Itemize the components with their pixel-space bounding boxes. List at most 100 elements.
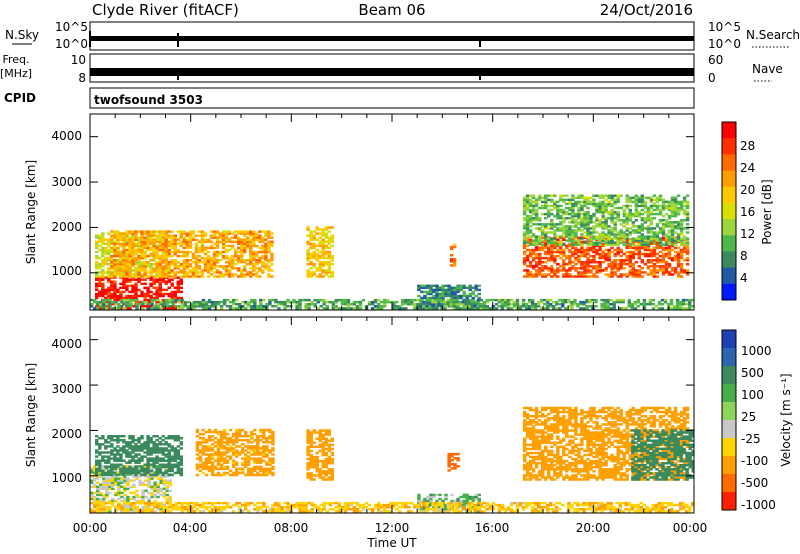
scatter-cell (679, 256, 684, 260)
scatter-cell (589, 271, 593, 274)
scatter-cell (116, 298, 120, 302)
scatter-cell (449, 258, 454, 261)
scatter-cell (525, 233, 530, 236)
scatter-cell (119, 290, 123, 294)
scatter-cell (613, 225, 617, 228)
scatter-cell (670, 206, 675, 210)
scatter-cell (598, 267, 602, 270)
scatter-cell (218, 271, 223, 274)
scatter-cell (604, 239, 608, 242)
scatter-cell (676, 237, 681, 240)
scatter-cell (165, 473, 169, 476)
scatter-cell (538, 252, 542, 256)
scatter-cell (488, 298, 493, 302)
scatter-cell (312, 271, 316, 274)
scatter-cell (670, 214, 675, 218)
scatter-cell (111, 307, 115, 310)
scatter-cell (631, 265, 636, 268)
scatter-cell (449, 260, 454, 263)
scatter-cell (210, 447, 215, 450)
scatter-cell (227, 271, 232, 274)
scatter-cell (200, 269, 205, 272)
scatter-cell (571, 239, 575, 242)
scatter-cell (161, 252, 165, 256)
scatter-cell (600, 298, 604, 302)
scatter-cell (155, 455, 159, 458)
scatter-cell (122, 271, 126, 274)
scatter-cell (562, 238, 566, 241)
scatter-cell (658, 196, 663, 200)
scatter-cell (553, 202, 557, 206)
scatter-cell (134, 234, 138, 237)
scatter-cell (583, 225, 587, 228)
scatter-cell (128, 461, 132, 464)
scatter-cell (577, 241, 581, 244)
scatter-cell (562, 254, 566, 258)
scatter-cell (104, 276, 108, 279)
scatter-cell (538, 198, 542, 202)
scatter-cell (258, 267, 262, 270)
scatter-cell (398, 307, 402, 310)
scatter-cell (643, 221, 648, 224)
scatter-cell (176, 280, 181, 283)
scatter-cell (167, 244, 171, 248)
scatter-cell (137, 437, 141, 440)
scatter-cell (122, 244, 126, 248)
scatter-cell (210, 469, 215, 473)
scatter-cell (447, 305, 451, 308)
scatter-cell (179, 290, 184, 294)
scatter-cell (135, 305, 139, 308)
scatter-cell (206, 250, 211, 254)
scatter-cell (655, 239, 660, 242)
scatter-cell (131, 252, 135, 256)
scatter-cell (140, 469, 144, 473)
scatter-cell (128, 294, 132, 298)
scatter-cell (571, 217, 575, 220)
scatter-cell (622, 208, 626, 212)
scatter-cell (206, 259, 211, 262)
scatter-cell (119, 275, 123, 278)
scatter-cell (616, 241, 620, 244)
scatter-cell (108, 510, 112, 513)
scatter-cell (634, 219, 639, 222)
scatter-cell (544, 256, 548, 260)
scatter-cell (122, 278, 126, 281)
scatter-cell (98, 459, 102, 462)
scatter-cell (595, 231, 599, 234)
scatter-cell (607, 273, 611, 276)
scatter-cell (164, 465, 168, 469)
scatter-cell (404, 300, 408, 304)
scatter-cell (108, 483, 112, 486)
scatter-cell (110, 242, 114, 246)
scatter-cell (682, 219, 687, 222)
scatter-cell (155, 288, 159, 292)
scatter-cell (628, 246, 633, 250)
scatter-cell (525, 227, 530, 230)
scatter-cell (528, 194, 533, 197)
scatter-cell (667, 250, 672, 254)
scatter-cell (95, 265, 99, 268)
scatter-cell (538, 259, 542, 262)
scatter-cell (140, 269, 144, 272)
scatter-cell (179, 278, 184, 281)
scatter-cell (664, 206, 669, 210)
scatter-cell (580, 271, 584, 274)
scatter-cell (631, 263, 636, 266)
scatter-cell (550, 250, 554, 254)
scatter-cell (240, 250, 244, 254)
scatter-cell (167, 230, 171, 233)
scatter-cell (179, 443, 184, 446)
scatter-cell (218, 236, 223, 239)
scatter-cell (676, 202, 681, 206)
scatter-cell (637, 254, 642, 258)
scatter-cell (603, 300, 607, 304)
scatter-cell (625, 219, 629, 222)
scatter-cell (191, 230, 196, 233)
scatter-cell (204, 300, 209, 304)
scatter-cell (577, 248, 581, 252)
scatter-cell (270, 256, 274, 260)
scatter-cell (603, 305, 607, 308)
scatter-cell (679, 229, 684, 232)
scatter-cell (528, 273, 533, 276)
scatter-cell (98, 278, 102, 281)
